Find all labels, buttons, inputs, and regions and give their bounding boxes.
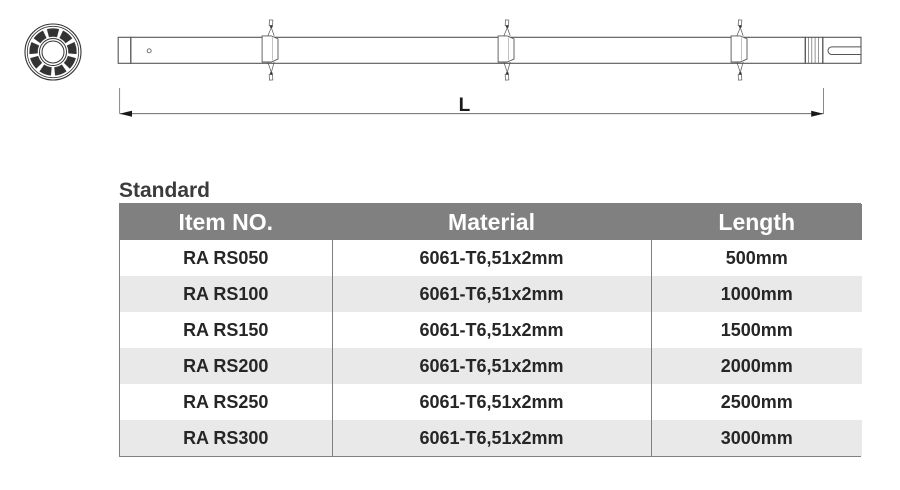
- svg-text:L: L: [459, 95, 471, 116]
